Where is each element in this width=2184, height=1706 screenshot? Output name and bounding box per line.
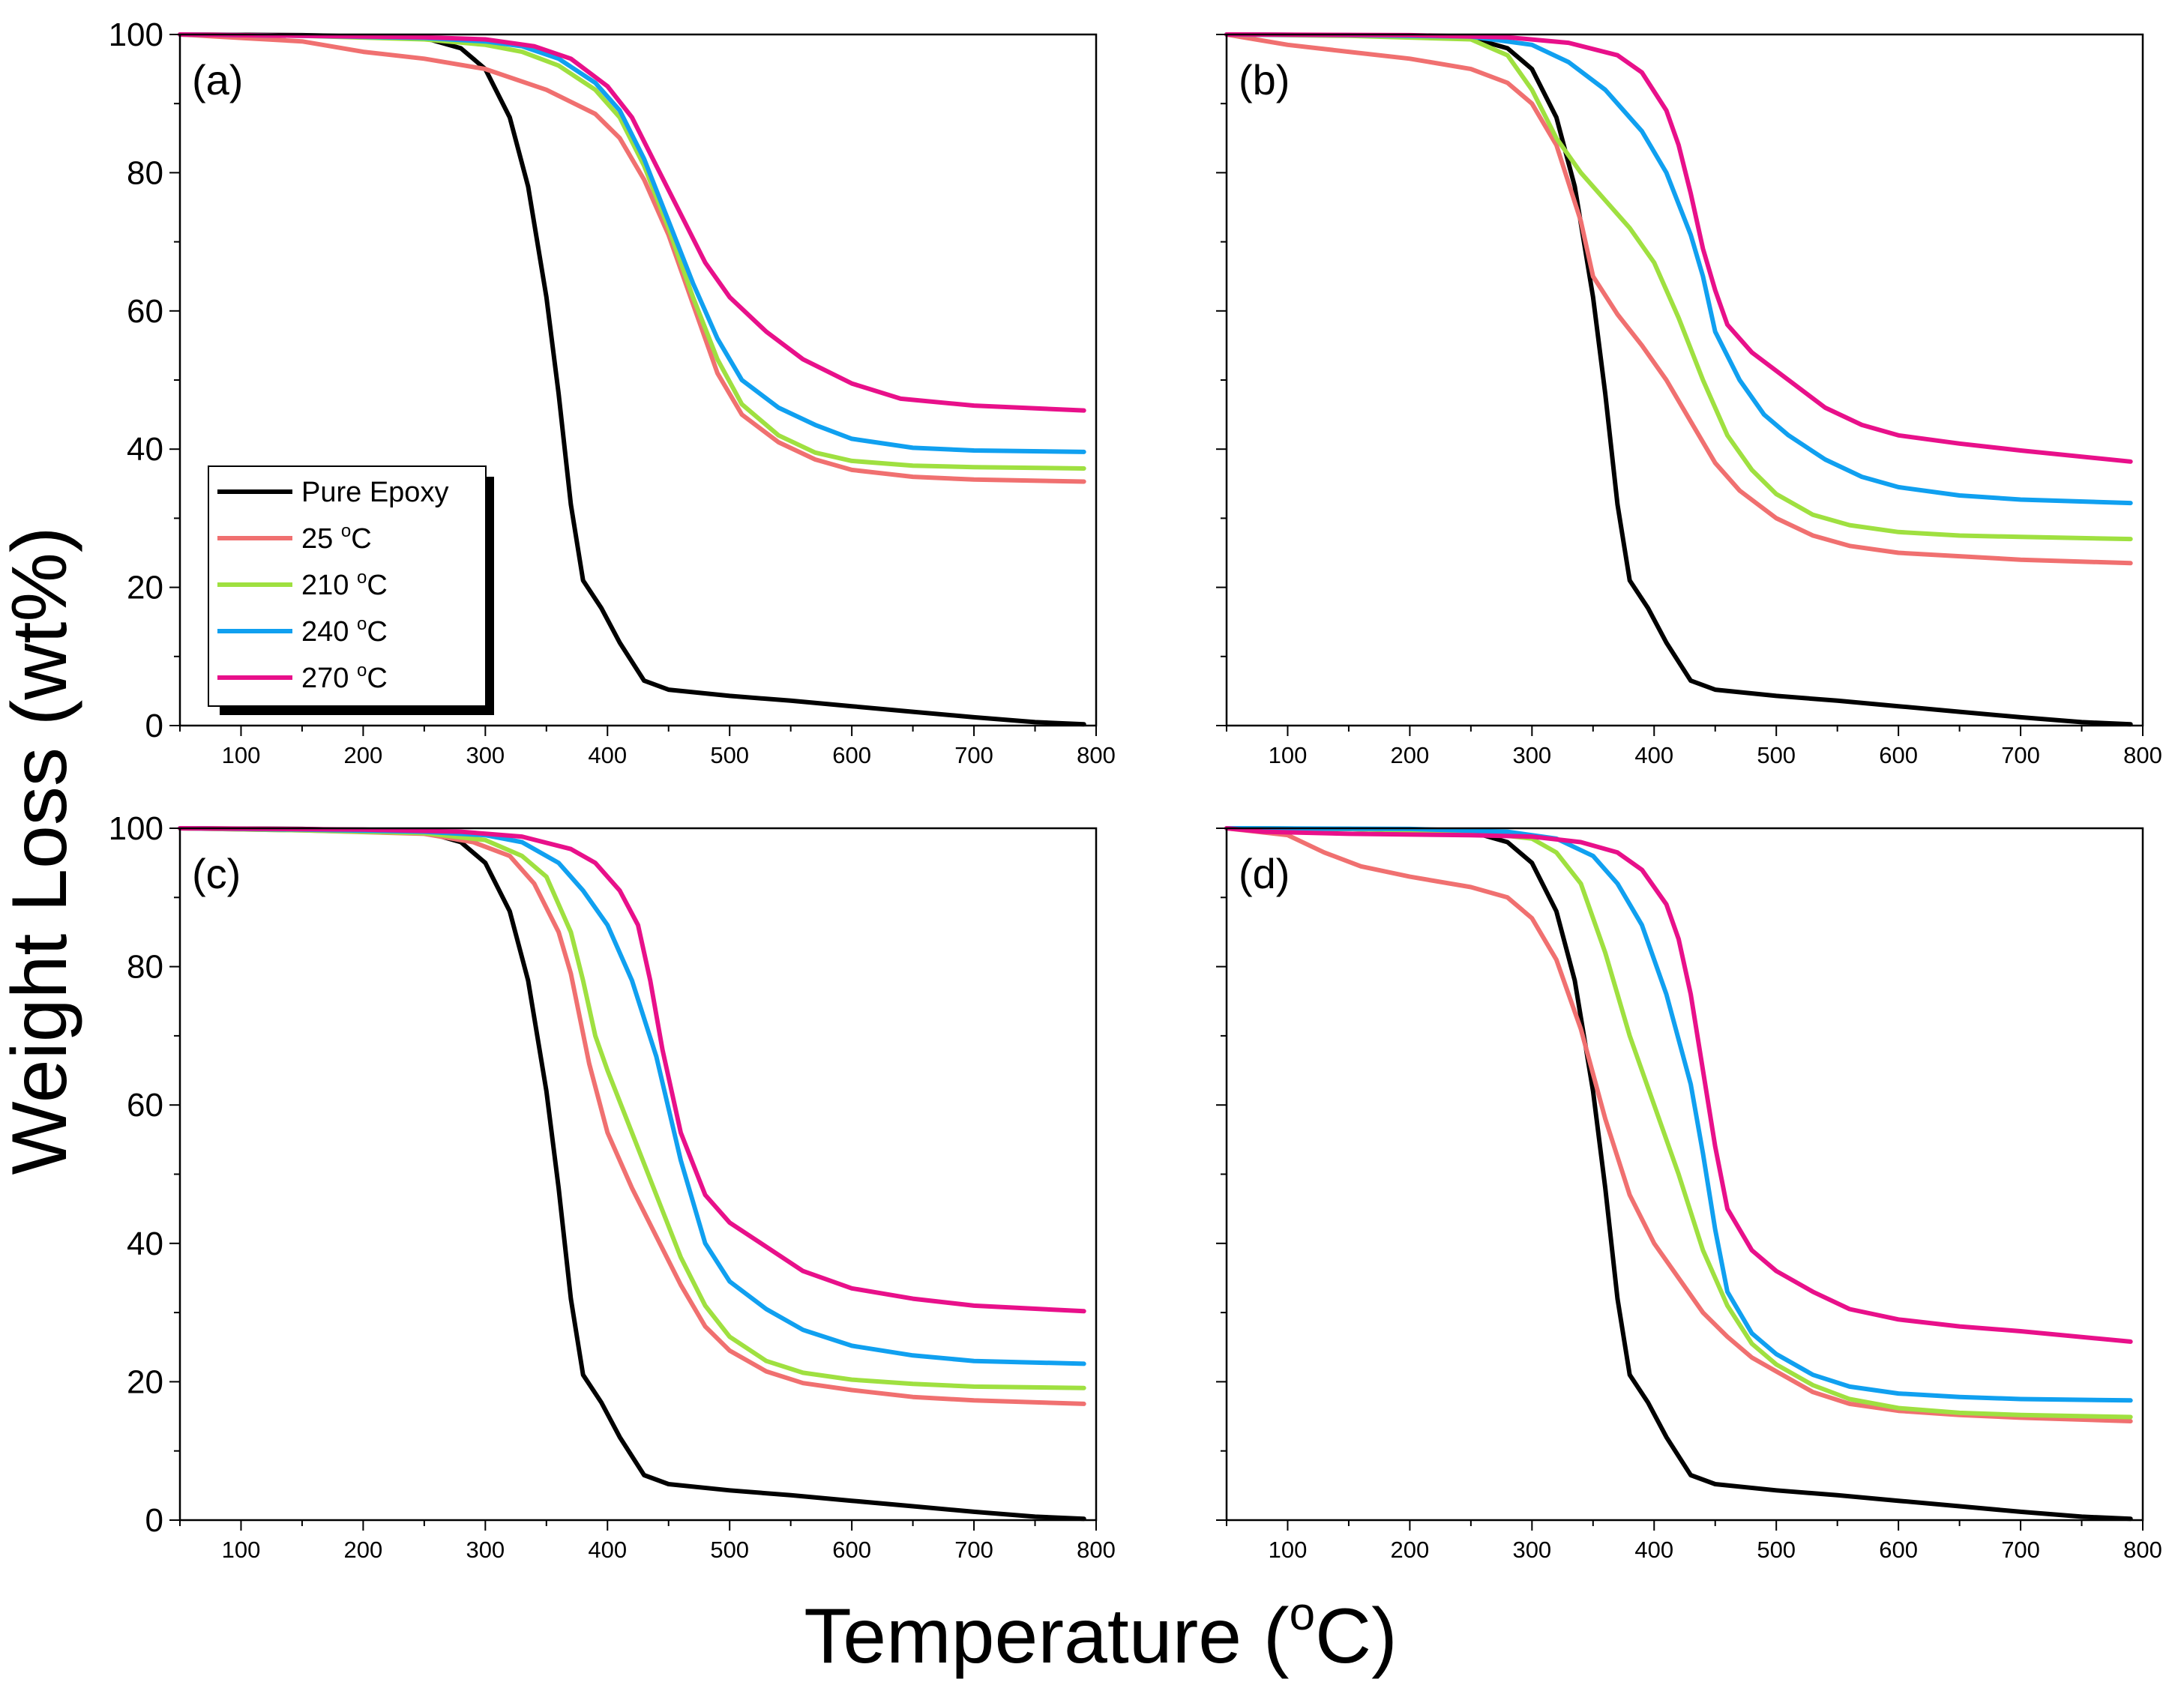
series-line-b-pure-epoxy [1224,32,2133,727]
series-line-d-270 [1224,826,2133,1344]
series-line-c-240 [178,826,1086,1366]
x-tick-label: 800 [1077,742,1116,768]
x-tick-label: 600 [1879,742,1918,768]
x-tick-label: 300 [466,742,505,768]
x-tick-label: 600 [1879,1537,1918,1563]
legend-label-pure-epoxy: Pure Epoxy [301,477,448,508]
series-line-b-210 [1224,32,2133,542]
x-tick-label: 200 [344,1537,383,1563]
x-tick-label: 200 [1391,742,1430,768]
x-tick-label: 700 [2001,742,2040,768]
x-tick-label: 500 [710,742,749,768]
series-line-c-pure-epoxy [178,826,1086,1522]
y-tick-label: 80 [127,949,163,986]
plot-frame-b [1225,33,2144,727]
panel-a: 100 200 300 400 500 600 700 800 0 20 40 60 80 100 (a) [109,16,1116,768]
series-line-d-240 [1224,826,2133,1403]
legend-entries: Pure Epoxy 25 oC 210 oC 240 oC 270 oC [217,477,448,694]
x-tick-label: 300 [1512,1537,1551,1563]
x-tick-label: 700 [954,1537,993,1563]
x-tick-label: 700 [2001,1537,2040,1563]
x-tick-label: 100 [222,742,261,768]
x-tick-label: 100 [222,1537,261,1563]
y-axis-title: Weight Loss (wt%) [0,526,83,1175]
x-tick-label: 800 [2123,742,2162,768]
legend-label-240: 240 oC [301,614,388,648]
y-tick-label: 0 [145,708,163,744]
series-line-c-210 [178,826,1086,1390]
y-tick-label: 100 [109,810,163,847]
series-line-b-25 [1224,32,2133,566]
x-tick-label: 200 [1391,1537,1430,1563]
x-tick-label: 600 [832,1537,871,1563]
x-axis-title-tail: C) [1315,1593,1398,1680]
x-axis-title-main: Temperature ( [804,1593,1290,1680]
series-line-d-pure-epoxy [1224,826,2133,1522]
panel-c: 100 200 300 400 500 600 700 800 0 20 40 60 80 100 (c) [109,810,1116,1563]
x-tick-label: 500 [1757,1537,1796,1563]
y-tick-label: 20 [127,1363,163,1400]
series-line-a-25 [178,32,1086,484]
x-tick-label: 800 [1077,1537,1116,1563]
y-tick-label: 80 [127,154,163,191]
series-line-d-210 [1224,826,2133,1420]
y-tick-label: 100 [109,16,163,53]
x-tick-label: 300 [1512,742,1551,768]
x-tick-label: 300 [466,1537,505,1563]
legend-label-25: 25 oC [301,521,372,555]
x-tick-label: 700 [954,742,993,768]
y-tick-label: 0 [145,1502,163,1539]
x-tick-label: 600 [832,742,871,768]
x-axis-title-sup: o [1290,1588,1315,1640]
series-line-b-270 [1224,32,2133,464]
legend-label-210: 210 oC [301,567,388,601]
series-line-c-25 [178,826,1086,1406]
x-axis-title: Temperature (oC) [804,1588,1398,1680]
y-tick-label: 40 [127,1226,163,1262]
series-line-a-210 [178,32,1086,471]
series-line-d-25 [1224,826,2133,1423]
x-tick-label: 500 [1757,742,1796,768]
x-tick-label: 400 [1634,742,1673,768]
y-tick-label: 40 [127,431,163,468]
series-line-a-pure-epoxy [178,32,1086,727]
y-tick-label: 60 [127,1087,163,1124]
legend-label-270: 270 oC [301,660,388,694]
panel-label-a: (a) [192,56,243,103]
y-tick-label: 60 [127,293,163,330]
panel-label-c: (c) [192,850,241,897]
panel-label-d: (d) [1239,850,1290,897]
x-tick-label: 400 [588,1537,627,1563]
series-line-c-270 [178,826,1086,1314]
panel-d: 100 200 300 400 500 600 700 800 (d) [1216,826,2162,1563]
x-tick-label: 500 [710,1537,749,1563]
x-tick-label: 100 [1269,742,1308,768]
y-tick-label: 20 [127,570,163,606]
x-tick-label: 100 [1269,1537,1308,1563]
series-line-a-240 [178,32,1086,454]
series-line-a-270 [178,32,1086,413]
x-tick-label: 800 [2123,1537,2162,1563]
panels: 100 200 300 400 500 600 700 800020406080100(a)1… [109,16,2162,1563]
panel-label-b: (b) [1239,56,1290,103]
x-tick-label: 400 [1634,1537,1673,1563]
legend: Pure Epoxy 25 oC 210 oC 240 oC 270 oC [208,465,494,715]
x-tick-label: 400 [588,742,627,768]
series-line-b-240 [1224,32,2133,506]
panel-b: 100 200 300 400 500 600 700 800 (b) [1216,32,2162,768]
x-tick-label: 200 [344,742,383,768]
